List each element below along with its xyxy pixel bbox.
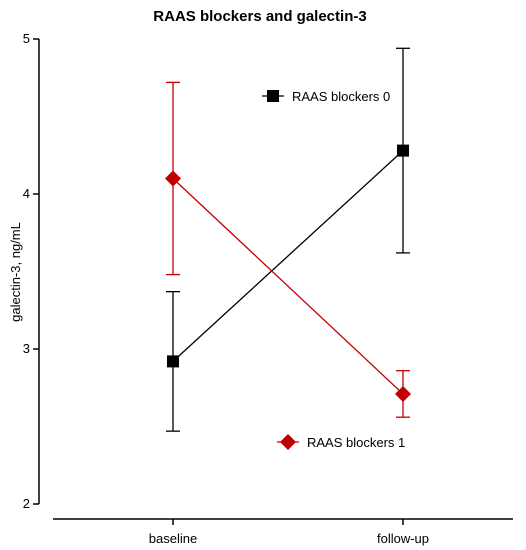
- series-raas-blockers-0: [166, 47, 410, 432]
- data-point: [397, 144, 409, 157]
- legend: RAAS blockers 0 RAAS blockers 1: [262, 89, 405, 450]
- y-tick-label: 3: [23, 341, 30, 356]
- legend-item: RAAS blockers 0: [262, 89, 390, 104]
- y-axis-label: galectin-3, ng/mL: [8, 222, 23, 322]
- series-line: [172, 150, 404, 362]
- y-axis-ticks: 2 3 4 5: [23, 31, 39, 511]
- data-point: [167, 355, 179, 368]
- data-point: [165, 170, 181, 187]
- y-tick-label: 4: [23, 186, 30, 201]
- x-axis-ticks: baseline follow-up: [149, 519, 429, 546]
- y-tick-label: 5: [23, 31, 30, 46]
- chart-title: RAAS blockers and galectin-3: [153, 8, 366, 25]
- legend-label: RAAS blockers 0: [292, 89, 390, 104]
- x-tick-label: baseline: [149, 531, 197, 546]
- legend-marker: [280, 434, 296, 450]
- legend-label: RAAS blockers 1: [307, 435, 405, 450]
- legend-item: RAAS blockers 1: [277, 434, 405, 450]
- x-tick-label: follow-up: [377, 531, 429, 546]
- data-point: [395, 385, 411, 402]
- series-line: [172, 178, 404, 395]
- plot-area: [165, 47, 411, 432]
- legend-marker: [267, 90, 279, 102]
- series-raas-blockers-1: [165, 81, 411, 418]
- y-tick-label: 2: [23, 496, 30, 511]
